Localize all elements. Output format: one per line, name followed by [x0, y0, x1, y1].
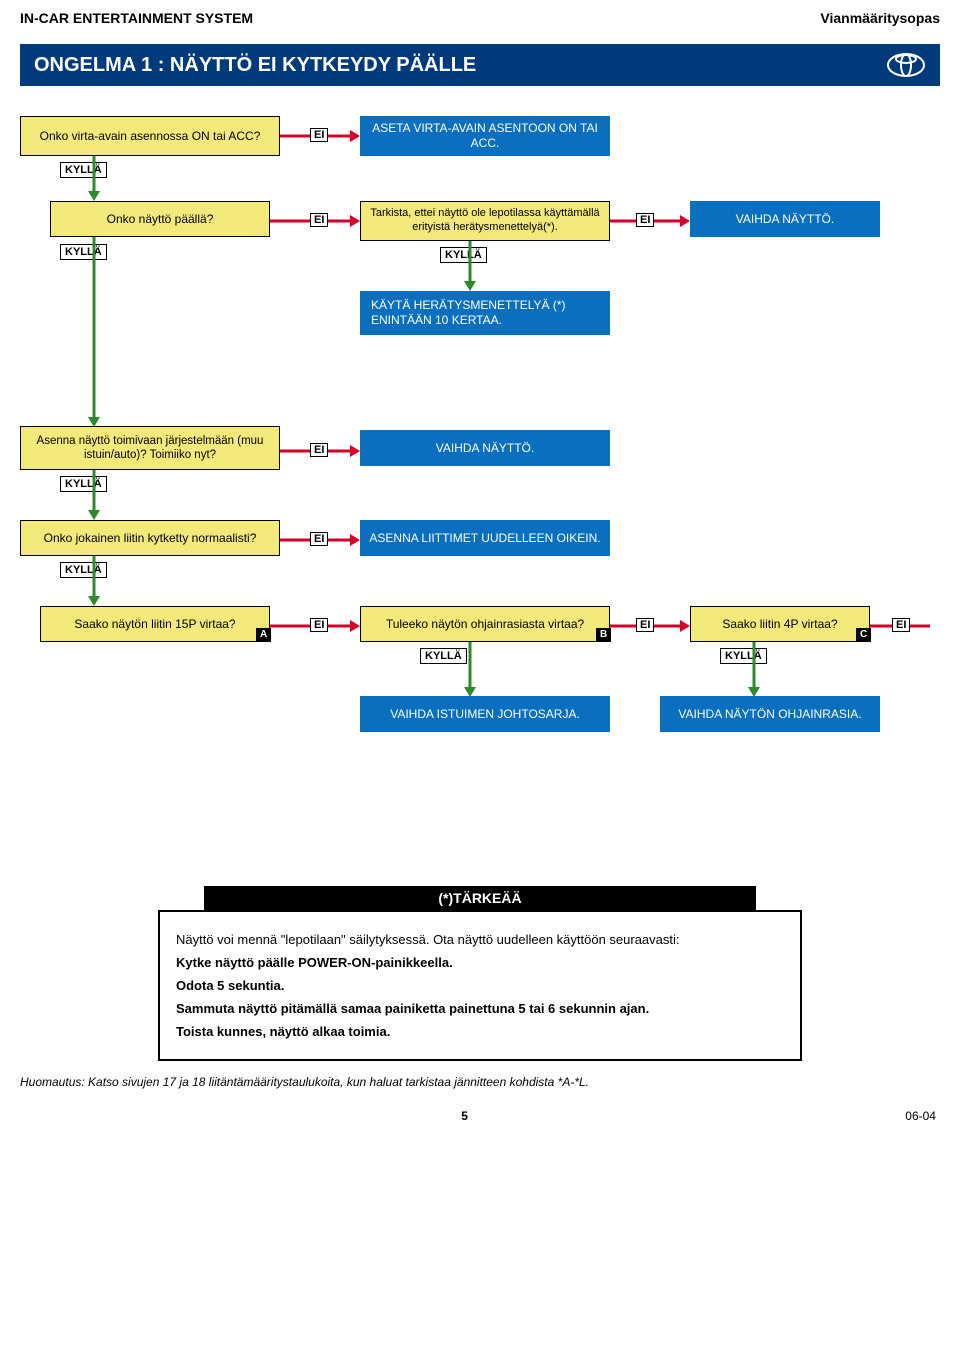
important-title: (*)TÄRKEÄÄ — [204, 886, 756, 910]
header-left: IN-CAR ENTERTAINMENT SYSTEM — [20, 10, 253, 26]
node-a6: VAIHDA ISTUIMEN JOHTOSARJA. — [360, 696, 610, 732]
node-q5: Saako näytön liitin 15P virtaa? — [40, 606, 270, 642]
node-a2: Tarkista, ettei näyttö ole lepotilassa k… — [360, 201, 610, 241]
important-line-3: Toista kunnes, näyttö alkaa toimia. — [176, 1024, 784, 1039]
tag-b: B — [596, 628, 611, 642]
arrow-kylla-4 — [84, 556, 104, 606]
arrow-kylla-2b — [460, 241, 480, 291]
node-q2: Onko näyttö päällä? — [50, 201, 270, 237]
page-number: 5 — [461, 1109, 468, 1123]
important-lead: Näyttö voi mennä "lepotilaan" säilytykse… — [176, 932, 784, 947]
node-a4: VAIHDA NÄYTTÖ. — [360, 430, 610, 466]
important-section: (*)TÄRKEÄÄ Näyttö voi mennä "lepotilaan"… — [20, 886, 940, 1061]
arrow-kylla-2 — [84, 237, 104, 427]
node-q4: Onko jokainen liitin kytketty normaalist… — [20, 520, 280, 556]
chip-ei-5: EI — [310, 618, 328, 632]
node-q3: Asenna näyttö toimivaan järjestelmään (m… — [20, 426, 280, 470]
page-title: ONGELMA 1 : NÄYTTÖ EI KYTKEYDY PÄÄLLE — [34, 54, 476, 77]
important-box: Näyttö voi mennä "lepotilaan" säilytykse… — [158, 910, 802, 1061]
page-footer: 5 06-04 — [20, 1109, 940, 1123]
important-line-1: Odota 5 sekuntia. — [176, 978, 784, 993]
arrow-kylla-1 — [84, 156, 104, 201]
arrow-kylla-7 — [744, 642, 764, 697]
flowchart: Onko virta-avain asennossa ON tai ACC? K… — [20, 116, 940, 876]
chip-ei-7: EI — [892, 618, 910, 632]
node-q7: Saako liitin 4P virtaa? — [690, 606, 870, 642]
arrow-kylla-3 — [84, 470, 104, 520]
node-a5: ASENNA LIITTIMET UUDELLEEN OIKEIN. — [360, 520, 610, 556]
important-line-0: Kytke näyttö päälle POWER-ON-painikkeell… — [176, 955, 784, 970]
tag-c: C — [856, 628, 871, 642]
node-a3: KÄYTÄ HERÄTYSMENETTELYÄ (*) ENINTÄÄN 10 … — [360, 291, 610, 335]
node-a7: VAIHDA NÄYTÖN OHJAINRASIA. — [660, 696, 880, 732]
chip-ei-1: EI — [310, 128, 328, 142]
node-q6: Tuleeko näytön ohjainrasiasta virtaa? — [360, 606, 610, 642]
header-right: Vianmääritysopas — [820, 10, 940, 26]
important-line-2: Sammuta näyttö pitämällä samaa painikett… — [176, 1001, 784, 1016]
node-a2b: VAIHDA NÄYTTÖ. — [690, 201, 880, 237]
toyota-logo-icon — [886, 52, 926, 78]
footer-date: 06-04 — [905, 1109, 936, 1123]
tag-a: A — [256, 628, 271, 642]
chip-ei-6: EI — [636, 618, 654, 632]
page-title-bar: ONGELMA 1 : NÄYTTÖ EI KYTKEYDY PÄÄLLE — [20, 44, 940, 86]
node-q1: Onko virta-avain asennossa ON tai ACC? — [20, 116, 280, 156]
chip-ei-4: EI — [310, 532, 328, 546]
chip-ei-2: EI — [310, 213, 328, 227]
arrow-kylla-6 — [460, 642, 480, 697]
chip-ei-2b: EI — [636, 213, 654, 227]
node-a1: ASETA VIRTA-AVAIN ASENTOON ON TAI ACC. — [360, 116, 610, 156]
chip-ei-3: EI — [310, 443, 328, 457]
footnote: Huomautus: Katso sivujen 17 ja 18 liitän… — [20, 1075, 940, 1089]
